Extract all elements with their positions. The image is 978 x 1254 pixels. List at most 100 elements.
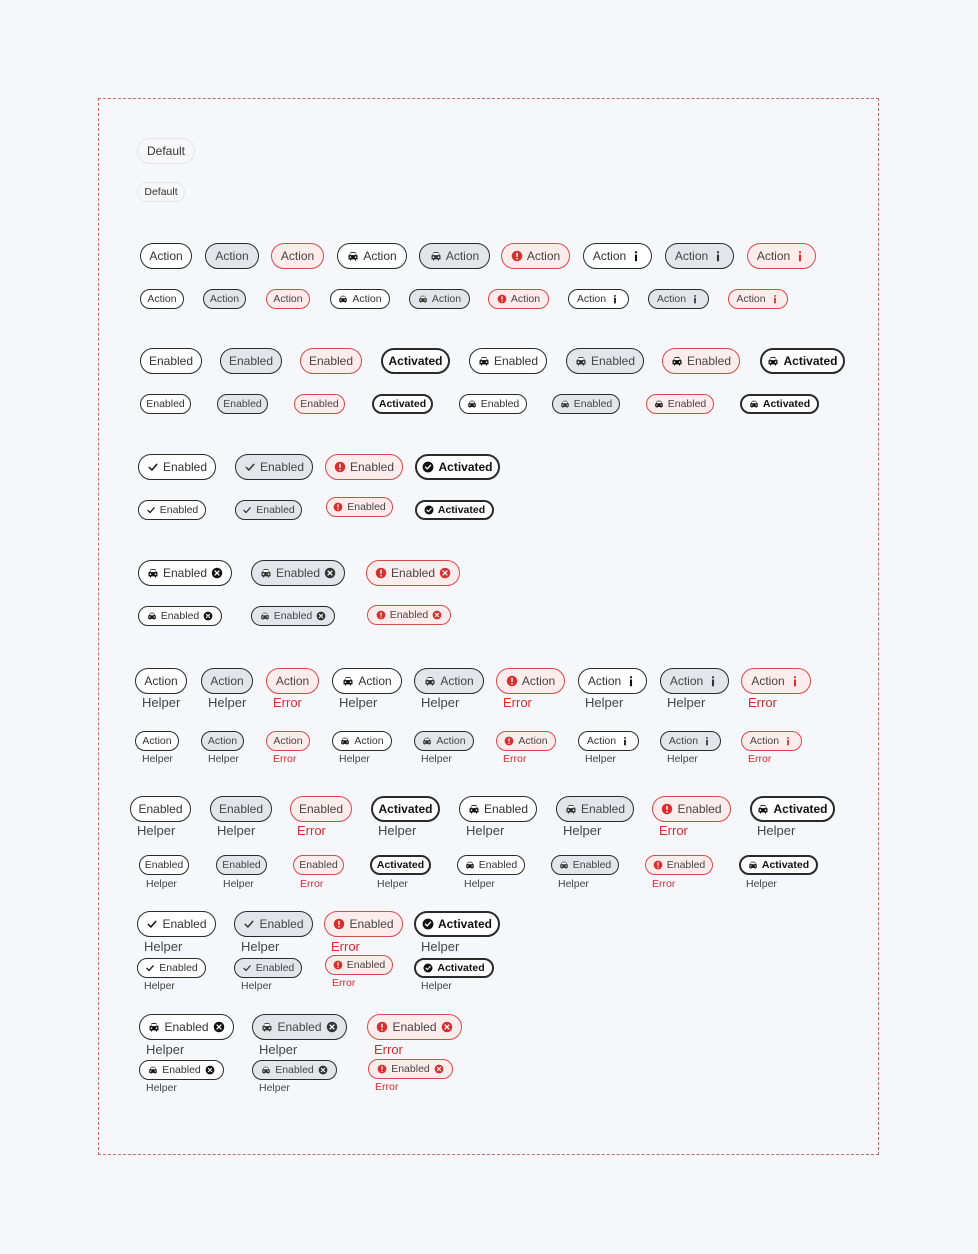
chip-action-err[interactable]: Action — [496, 668, 565, 694]
chip-enabled-err[interactable]: Enabled — [367, 1014, 462, 1040]
chip-default-def[interactable]: Default — [137, 182, 185, 202]
chip-action-err[interactable]: Action — [266, 289, 310, 309]
chip-enabled-err[interactable]: Enabled — [300, 348, 362, 374]
chip-action-gray[interactable]: Action — [660, 731, 721, 751]
chip-activated-act[interactable]: Activated — [371, 796, 440, 822]
chip-enabled[interactable]: Enabled — [138, 560, 232, 586]
chip-enabled[interactable]: Enabled — [139, 1060, 224, 1080]
chip-action-gray[interactable]: Action — [414, 731, 474, 751]
chip-enabled-gray[interactable]: Enabled — [552, 394, 620, 414]
chip-activated-act[interactable]: Activated — [370, 855, 431, 875]
chip-enabled[interactable]: Enabled — [139, 855, 189, 875]
chip-enabled[interactable]: Enabled — [137, 911, 216, 937]
chip-enabled-gray[interactable]: Enabled — [220, 348, 282, 374]
chip-enabled-err[interactable]: Enabled — [367, 605, 451, 625]
chip-activated-act[interactable]: Activated — [372, 394, 433, 414]
chip-action-err[interactable]: Action — [266, 731, 310, 751]
chip-action-gray[interactable]: Action — [660, 668, 729, 694]
chip-enabled-gray[interactable]: Enabled — [252, 1014, 347, 1040]
chip-activated-act[interactable]: Activated — [415, 454, 500, 480]
chip-action[interactable]: Action — [337, 243, 407, 269]
chip-enabled-gray[interactable]: Enabled — [251, 560, 345, 586]
chip-activated-act[interactable]: Activated — [740, 394, 819, 414]
chip-activated-act[interactable]: Activated — [750, 796, 835, 822]
chip-action[interactable]: Action — [140, 289, 184, 309]
chip-enabled[interactable]: Enabled — [140, 348, 202, 374]
chip-action[interactable]: Action — [330, 289, 390, 309]
chip-enabled[interactable]: Enabled — [459, 796, 537, 822]
chip-enabled-err[interactable]: Enabled — [325, 955, 393, 975]
chip-enabled-err[interactable]: Enabled — [645, 855, 713, 875]
chip-activated-act[interactable]: Activated — [381, 348, 450, 374]
chip-enabled-err[interactable]: Enabled — [325, 454, 403, 480]
chip-enabled[interactable]: Enabled — [138, 454, 216, 480]
chip-enabled[interactable]: Enabled — [459, 394, 527, 414]
chip-enabled[interactable]: Enabled — [139, 1014, 234, 1040]
chip-enabled[interactable]: Enabled — [130, 796, 191, 822]
chip-action[interactable]: Action — [578, 731, 639, 751]
chip-action[interactable]: Action — [332, 668, 402, 694]
chip-enabled[interactable]: Enabled — [138, 500, 206, 520]
chip-enabled-err[interactable]: Enabled — [324, 911, 403, 937]
chip-enabled-gray[interactable]: Enabled — [210, 796, 272, 822]
chip-enabled-err[interactable]: Enabled — [652, 796, 731, 822]
chip-enabled-gray[interactable]: Enabled — [551, 855, 619, 875]
chip-enabled-gray[interactable]: Enabled — [556, 796, 634, 822]
chip-action-gray[interactable]: Action — [665, 243, 734, 269]
chip-action-err[interactable]: Action — [741, 668, 811, 694]
chip-action-err[interactable]: Action — [488, 289, 549, 309]
chip-enabled-err[interactable]: Enabled — [294, 394, 345, 414]
chip-action-err[interactable]: Action — [501, 243, 570, 269]
chip-action[interactable]: Action — [568, 289, 629, 309]
chip-enabled[interactable]: Enabled — [137, 958, 206, 978]
chip-action-gray[interactable]: Action — [648, 289, 709, 309]
chip-enabled[interactable]: Enabled — [138, 606, 222, 626]
chip-action[interactable]: Action — [583, 243, 652, 269]
chip-action-err[interactable]: Action — [496, 731, 556, 751]
chip-action-gray[interactable]: Action — [414, 668, 484, 694]
chip-action-gray[interactable]: Action — [419, 243, 490, 269]
chip-enabled-gray[interactable]: Enabled — [566, 348, 644, 374]
chip-action-gray[interactable]: Action — [205, 243, 259, 269]
chip-action-gray[interactable]: Action — [409, 289, 470, 309]
chip-action-err[interactable]: Action — [728, 289, 788, 309]
chip-enabled-err[interactable]: Enabled — [290, 796, 352, 822]
chip-enabled-gray[interactable]: Enabled — [234, 911, 313, 937]
chip-enabled-err[interactable]: Enabled — [326, 497, 393, 517]
chip-action-gray[interactable]: Action — [203, 289, 246, 309]
chip-enabled-gray[interactable]: Enabled — [216, 855, 267, 875]
chip-enabled[interactable]: Enabled — [469, 348, 547, 374]
chip-action[interactable]: Action — [578, 668, 647, 694]
chip-default-def[interactable]: Default — [137, 138, 195, 164]
close-circle-icon — [213, 1021, 225, 1033]
chip-enabled-gray[interactable]: Enabled — [251, 606, 335, 626]
chip-enabled-err[interactable]: Enabled — [646, 394, 714, 414]
chip-enabled[interactable]: Enabled — [457, 855, 525, 875]
chip-action-err[interactable]: Action — [747, 243, 816, 269]
chip-enabled-gray[interactable]: Enabled — [252, 1060, 337, 1080]
chip-action[interactable]: Action — [332, 731, 392, 751]
chip-enabled-err[interactable]: Enabled — [662, 348, 740, 374]
chip-action[interactable]: Action — [135, 668, 187, 694]
chip-label: Enabled — [273, 610, 313, 622]
chip-enabled-gray[interactable]: Enabled — [234, 958, 302, 978]
chip-activated-act[interactable]: Activated — [414, 911, 500, 937]
chip-activated-act[interactable]: Activated — [760, 348, 845, 374]
chip-enabled-gray[interactable]: Enabled — [217, 394, 268, 414]
chip-enabled-gray[interactable]: Enabled — [235, 500, 302, 520]
chip-action-gray[interactable]: Action — [201, 731, 244, 751]
chip-action[interactable]: Action — [135, 731, 179, 751]
chip-action-err[interactable]: Action — [271, 243, 324, 269]
chip-enabled-gray[interactable]: Enabled — [235, 454, 313, 480]
chip-action-err[interactable]: Action — [266, 668, 319, 694]
chip-action-gray[interactable]: Action — [201, 668, 253, 694]
chip-enabled[interactable]: Enabled — [140, 394, 191, 414]
chip-activated-act[interactable]: Activated — [415, 500, 494, 520]
chip-enabled-err[interactable]: Enabled — [293, 855, 344, 875]
chip-activated-act[interactable]: Activated — [739, 855, 818, 875]
chip-enabled-err[interactable]: Enabled — [366, 560, 460, 586]
chip-enabled-err[interactable]: Enabled — [368, 1059, 453, 1079]
chip-action-err[interactable]: Action — [741, 731, 802, 751]
chip-activated-act[interactable]: Activated — [414, 958, 494, 978]
chip-action[interactable]: Action — [140, 243, 192, 269]
